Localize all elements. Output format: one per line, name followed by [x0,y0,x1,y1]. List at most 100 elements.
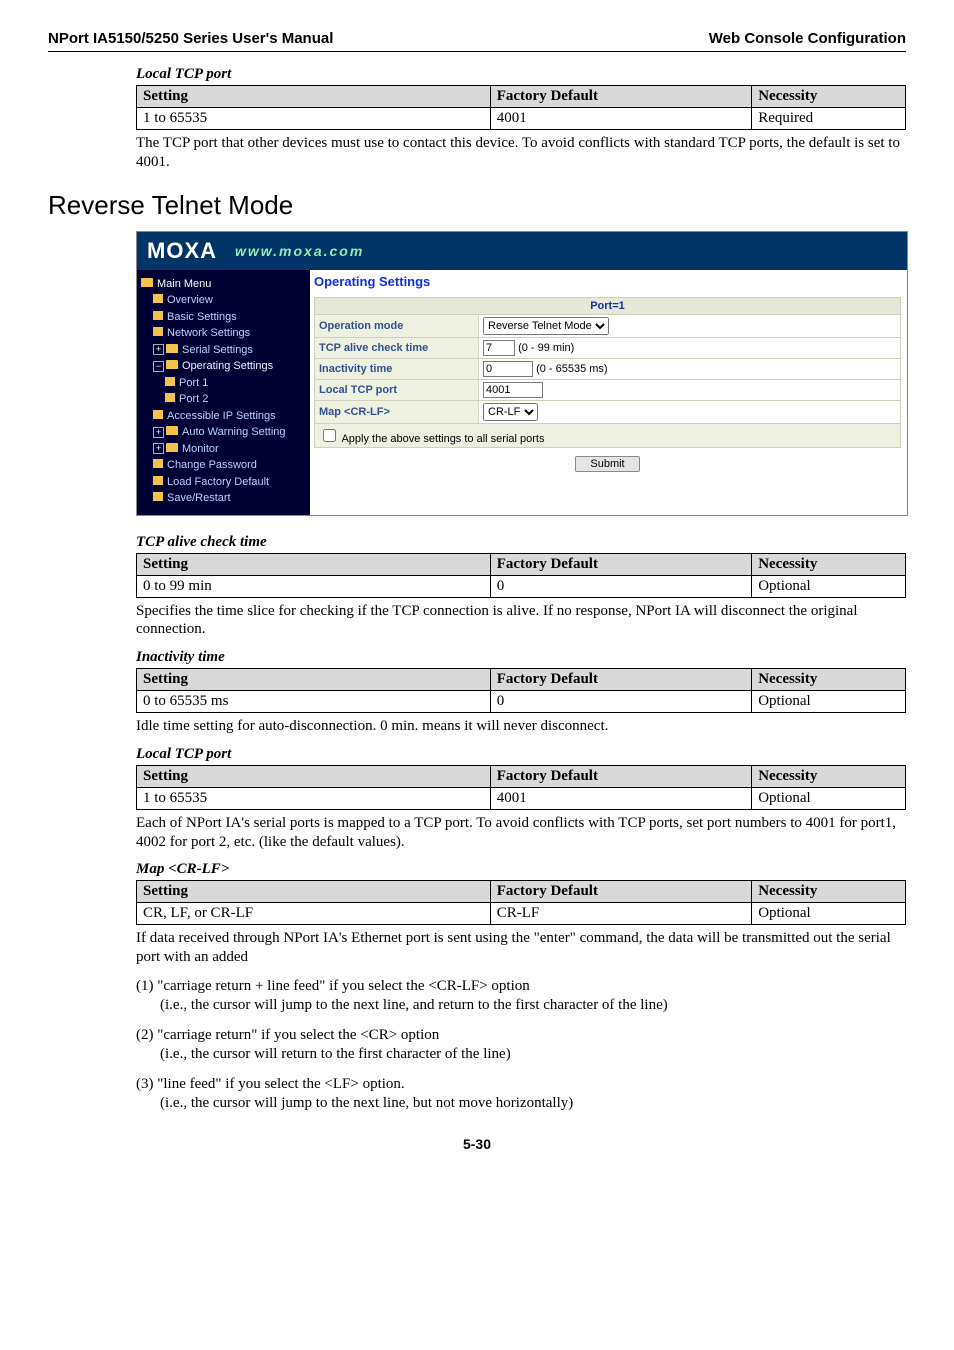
table-localtcp2: Setting Factory Default Necessity 1 to 6… [136,765,906,810]
header-right: Web Console Configuration [709,30,906,47]
nav-accessible-ip[interactable]: Accessible IP Settings [141,408,306,425]
th-default: Factory Default [490,765,751,787]
nav-save-restart[interactable]: Save/Restart [141,490,306,507]
label-local-tcp: Local TCP port [315,379,479,400]
desc-local-tcp-1: The TCP port that other devices must use… [136,134,906,172]
nav-network-settings[interactable]: Network Settings [141,325,306,342]
nav-auto-warning[interactable]: +Auto Warning Setting [141,424,306,441]
header-left: NPort IA5150/5250 Series User's Manual [48,30,333,47]
input-local-tcp[interactable] [483,382,543,398]
cell-necessity: Optional [752,575,906,597]
section-localtcp2-title: Local TCP port [136,746,906,763]
nav-operating-settings[interactable]: −Operating Settings [141,358,306,375]
note-subtext: (i.e., the cursor will jump to the next … [160,1094,906,1114]
nav-serial-settings[interactable]: +Serial Settings [141,342,306,359]
cell-default: 0 [490,575,751,597]
nav-label: Operating Settings [182,358,273,375]
port-header: Port=1 [315,297,901,314]
note-1: (1) "carriage return + line feed" if you… [136,977,906,1016]
content: Local TCP port Setting Factory Default N… [136,66,906,1114]
th-setting: Setting [137,881,491,903]
section-local-tcp-1-title: Local TCP port [136,66,906,83]
input-inactivity[interactable] [483,361,533,377]
label-inactivity: Inactivity time [315,358,479,379]
select-operation-mode[interactable]: Reverse Telnet Mode [483,317,609,335]
cell-default: 4001 [490,787,751,809]
note-text: (3) "line feed" if you select the <LF> o… [136,1076,405,1092]
th-default: Factory Default [490,669,751,691]
operating-settings-title: Operating Settings [314,274,901,289]
th-setting: Setting [137,765,491,787]
row-apply-all: Apply the above settings to all serial p… [315,423,901,447]
screenshot-nav: Main Menu Overview Basic Settings Networ… [137,270,310,515]
nav-label: Serial Settings [182,342,253,359]
cell-necessity: Optional [752,903,906,925]
label-operation-mode: Operation mode [315,314,479,337]
form-table: Port=1 Operation mode Reverse Telnet Mod… [314,297,901,448]
nav-label: Accessible IP Settings [167,408,276,425]
nav-change-password[interactable]: Change Password [141,457,306,474]
nav-basic-settings[interactable]: Basic Settings [141,309,306,326]
nav-label: Basic Settings [167,309,237,326]
label-map-crlf: Map <CR-LF> [315,400,479,423]
nav-port-1[interactable]: Port 1 [141,375,306,392]
cell-setting: 1 to 65535 [137,108,491,130]
row-operation-mode: Operation mode Reverse Telnet Mode [315,314,901,337]
th-necessity: Necessity [752,765,906,787]
th-default: Factory Default [490,881,751,903]
nav-main-menu[interactable]: Main Menu [141,276,306,293]
th-setting: Setting [137,669,491,691]
section-inactivity-title: Inactivity time [136,649,906,666]
nav-monitor[interactable]: +Monitor [141,441,306,458]
screenshot-topbar: MOXA www.moxa.com [137,232,907,270]
table-mapcrlf: Setting Factory Default Necessity CR, LF… [136,880,906,925]
page-number: 5-30 [48,1136,906,1152]
cell-setting: CR, LF, or CR-LF [137,903,491,925]
cell-necessity: Required [752,108,906,130]
screenshot-console: MOXA www.moxa.com Main Menu Overview Bas… [136,231,908,516]
th-necessity: Necessity [752,86,906,108]
moxa-url: www.moxa.com [235,243,364,259]
note-subtext: (i.e., the cursor will jump to the next … [160,996,906,1016]
nav-label: Network Settings [167,325,250,342]
notes-list: (1) "carriage return + line feed" if you… [136,977,906,1114]
th-necessity: Necessity [752,553,906,575]
table-row: CR, LF, or CR-LF CR-LF Optional [137,903,906,925]
th-default: Factory Default [490,86,751,108]
select-map-crlf[interactable]: CR-LF [483,403,538,421]
cell-default: 4001 [490,108,751,130]
cell-default: CR-LF [490,903,751,925]
nav-overview[interactable]: Overview [141,292,306,309]
cell-necessity: Optional [752,787,906,809]
note-3: (3) "line feed" if you select the <LF> o… [136,1075,906,1114]
suffix-tcp-alive: (0 - 99 min) [518,342,574,354]
nav-label: Change Password [167,457,257,474]
nav-load-factory-default[interactable]: Load Factory Default [141,474,306,491]
cell-setting: 0 to 65535 ms [137,691,491,713]
submit-button[interactable]: Submit [575,456,639,472]
desc-localtcp2: Each of NPort IA's serial ports is mappe… [136,814,906,852]
th-necessity: Necessity [752,881,906,903]
nav-port-2[interactable]: Port 2 [141,391,306,408]
suffix-inactivity: (0 - 65535 ms) [536,363,608,375]
desc-mapcrlf: If data received through NPort IA's Ethe… [136,929,906,967]
nav-label: Port 2 [179,391,208,408]
checkbox-apply-all[interactable] [323,429,336,442]
nav-label: Overview [167,292,213,309]
th-setting: Setting [137,553,491,575]
input-tcp-alive[interactable] [483,340,515,356]
th-setting: Setting [137,86,491,108]
label-tcp-alive: TCP alive check time [315,337,479,358]
row-tcp-alive: TCP alive check time (0 - 99 min) [315,337,901,358]
nav-label: Main Menu [157,276,211,293]
nav-label: Save/Restart [167,490,231,507]
cell-setting: 1 to 65535 [137,787,491,809]
table-row: 1 to 65535 4001 Optional [137,787,906,809]
cell-setting: 0 to 99 min [137,575,491,597]
nav-label: Load Factory Default [167,474,269,491]
table-row: 0 to 99 min 0 Optional [137,575,906,597]
page: NPort IA5150/5250 Series User's Manual W… [0,0,954,1182]
row-map-crlf: Map <CR-LF> CR-LF [315,400,901,423]
note-subtext: (i.e., the cursor will return to the fir… [160,1045,906,1065]
th-necessity: Necessity [752,669,906,691]
